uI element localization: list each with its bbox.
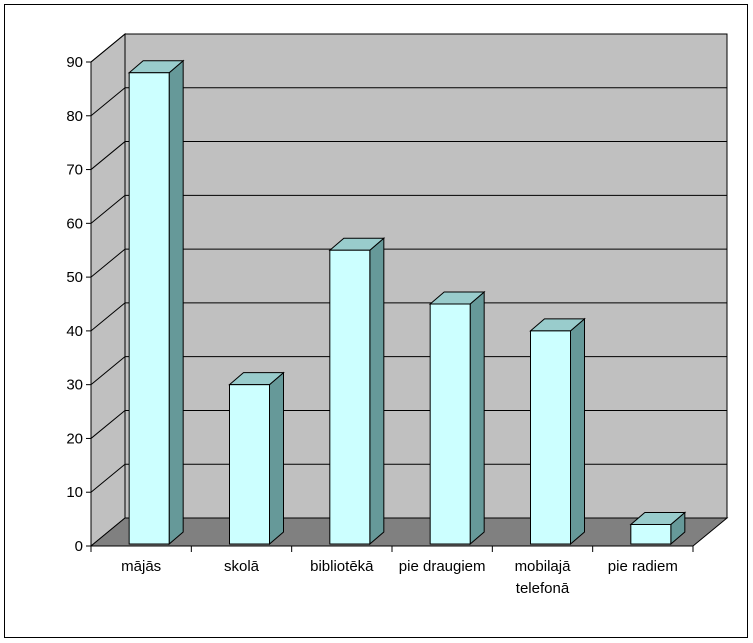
gridline	[90, 33, 727, 63]
gridline	[90, 194, 727, 224]
gridline	[90, 87, 727, 117]
gridline	[90, 248, 727, 278]
gridline	[90, 302, 727, 332]
bar	[630, 523, 672, 545]
x-tick-label: pie radiem	[608, 558, 678, 575]
axes	[86, 61, 694, 552]
bar-side	[369, 237, 385, 546]
y-tick-label: 60	[66, 215, 83, 232]
gridline	[90, 141, 727, 170]
bar	[128, 72, 170, 545]
bar-side	[269, 371, 284, 546]
bar-side	[168, 59, 184, 546]
y-tick-label: 70	[66, 162, 83, 179]
y-tick-label: 30	[66, 377, 83, 394]
x-tick-label: mobilajā telefonā	[515, 558, 572, 597]
x-tick-label: pie draugiem	[399, 558, 486, 575]
bar-side	[469, 290, 485, 546]
chart-walls	[89, 32, 729, 548]
bars	[127, 59, 687, 546]
y-tick-label: 10	[66, 484, 83, 501]
gridline	[90, 409, 727, 439]
bar	[329, 249, 371, 545]
bar-chart: 0 10 20 30 40 50 60 70 80 90 mājās skolā bibliotēkā…	[66, 32, 729, 597]
y-tick-label: 80	[66, 108, 83, 125]
side-wall	[90, 32, 126, 548]
y-tick-label: 50	[66, 269, 83, 286]
gridline	[90, 356, 727, 386]
y-tick-label: 90	[66, 54, 83, 71]
y-tick-label: 0	[75, 538, 83, 555]
chart-frame: 0 10 20 30 40 50 60 70 80 90 mājās skolā bibliotēkā…	[4, 4, 748, 638]
x-tick-label: bibliotēkā	[310, 558, 374, 575]
x-tick-labels: mājās skolā bibliotēkā pie draugiem mobilajā…	[121, 558, 678, 597]
bar	[429, 303, 471, 545]
bar-side	[570, 317, 585, 546]
bar	[530, 330, 571, 545]
y-tick-label: 20	[66, 430, 83, 447]
x-tick-label: mājās	[121, 558, 161, 575]
back-wall	[124, 33, 728, 519]
gridline	[90, 463, 727, 493]
y-tick-labels: 0 10 20 30 40 50 60 70 80 90	[66, 54, 83, 555]
x-tick-label: skolā	[224, 558, 260, 575]
bar	[229, 384, 270, 545]
y-tick-label: 40	[66, 323, 83, 340]
gridlines	[90, 33, 727, 493]
